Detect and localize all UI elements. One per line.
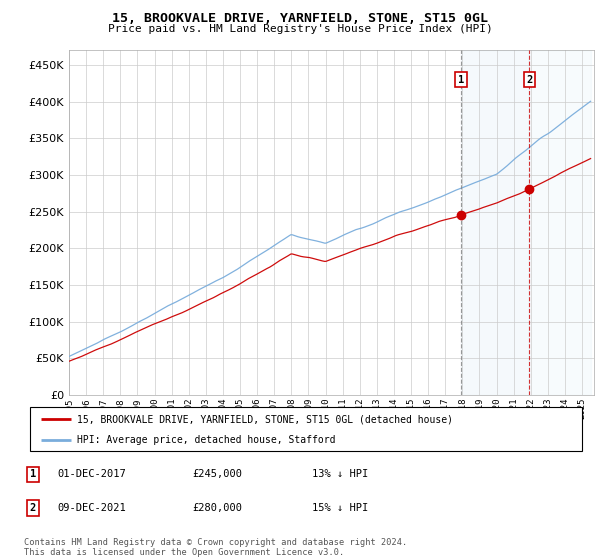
Text: 15, BROOKVALE DRIVE, YARNFIELD, STONE, ST15 0GL: 15, BROOKVALE DRIVE, YARNFIELD, STONE, S… <box>112 12 488 25</box>
Text: 01-DEC-2017: 01-DEC-2017 <box>57 469 126 479</box>
Text: 2: 2 <box>526 74 532 85</box>
Text: 1: 1 <box>30 469 36 479</box>
Text: £280,000: £280,000 <box>192 503 242 513</box>
Text: 1: 1 <box>458 74 464 85</box>
Text: HPI: Average price, detached house, Stafford: HPI: Average price, detached house, Staf… <box>77 435 335 445</box>
Text: Contains HM Land Registry data © Crown copyright and database right 2024.
This d: Contains HM Land Registry data © Crown c… <box>24 538 407 557</box>
Bar <box>529 50 590 395</box>
Bar <box>461 50 529 395</box>
Text: 15% ↓ HPI: 15% ↓ HPI <box>312 503 368 513</box>
Text: 09-DEC-2021: 09-DEC-2021 <box>57 503 126 513</box>
Text: 2: 2 <box>30 503 36 513</box>
Text: Price paid vs. HM Land Registry's House Price Index (HPI): Price paid vs. HM Land Registry's House … <box>107 24 493 34</box>
Text: 13% ↓ HPI: 13% ↓ HPI <box>312 469 368 479</box>
FancyBboxPatch shape <box>30 407 582 451</box>
Text: 15, BROOKVALE DRIVE, YARNFIELD, STONE, ST15 0GL (detached house): 15, BROOKVALE DRIVE, YARNFIELD, STONE, S… <box>77 414 453 424</box>
Text: £245,000: £245,000 <box>192 469 242 479</box>
